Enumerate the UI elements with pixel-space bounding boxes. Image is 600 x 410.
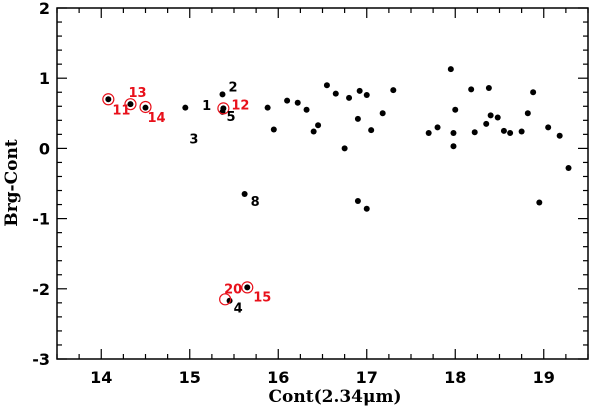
data-point: [244, 284, 251, 291]
data-point: [270, 126, 277, 133]
data-point: [341, 145, 348, 152]
data-point: [264, 104, 271, 111]
data-point: [354, 198, 361, 205]
x-axis-title: Cont(2.34μm): [268, 387, 401, 407]
data-point: [356, 87, 363, 94]
data-point: [483, 120, 490, 127]
data-point: [310, 128, 317, 135]
data-point: [524, 110, 531, 117]
data-point: [500, 127, 507, 134]
data-points: [102, 66, 572, 306]
data-point: [471, 129, 478, 136]
point-label: 14: [148, 111, 166, 126]
data-point: [468, 86, 475, 93]
data-point: [536, 199, 543, 206]
highlight-ring: [217, 102, 230, 115]
x-tick-label: 15: [179, 368, 201, 387]
data-point: [127, 101, 134, 108]
data-point: [556, 132, 563, 139]
x-tick-label: 16: [267, 368, 289, 387]
data-point: [565, 165, 572, 172]
y-tick-label: 0: [39, 139, 50, 158]
data-point: [284, 97, 291, 104]
axis-ticks: [56, 7, 589, 360]
data-point: [182, 104, 189, 111]
highlight-ring: [102, 93, 115, 106]
data-point: [485, 85, 492, 92]
data-point: [354, 115, 361, 122]
highlight-ring: [219, 293, 232, 306]
data-point: [379, 110, 386, 117]
data-point: [487, 112, 494, 119]
data-point: [105, 96, 112, 103]
point-label: 3: [189, 132, 198, 147]
data-point: [332, 90, 339, 97]
data-point: [425, 129, 432, 136]
data-point: [142, 104, 149, 111]
x-tick-label: 14: [90, 368, 112, 387]
y-tick-label: -1: [32, 210, 50, 229]
data-point: [545, 124, 552, 131]
data-point: [518, 128, 525, 135]
data-point: [450, 143, 457, 150]
point-label: 8: [251, 195, 260, 210]
point-label: 4: [234, 302, 243, 317]
point-label: 13: [128, 86, 146, 101]
y-tick-label: -2: [32, 280, 50, 299]
point-label: 11: [112, 103, 130, 118]
y-tick-label: -3: [32, 350, 50, 369]
x-tick-label: 19: [533, 368, 555, 387]
plot-frame: [56, 7, 589, 360]
point-label: 1: [202, 99, 211, 114]
data-point: [452, 106, 459, 113]
data-point: [346, 94, 353, 101]
data-point: [315, 122, 322, 129]
data-point: [530, 89, 537, 96]
data-point: [363, 205, 370, 212]
y-tick-label: 1: [39, 69, 50, 88]
data-point: [294, 99, 301, 106]
point-label: 2: [228, 80, 237, 95]
data-point: [368, 127, 375, 134]
point-label: 20: [224, 282, 242, 297]
data-point: [390, 87, 397, 94]
data-point: [363, 92, 370, 99]
data-point: [450, 129, 457, 136]
data-point: [507, 129, 514, 136]
point-label: 5: [226, 110, 235, 125]
data-point: [494, 114, 501, 121]
data-point: [219, 91, 226, 98]
x-tick-label: 18: [444, 368, 466, 387]
data-point: [447, 66, 454, 73]
data-point: [323, 82, 330, 89]
data-point: [303, 106, 310, 113]
point-label: 12: [231, 98, 249, 113]
y-tick-label: 2: [39, 0, 50, 18]
x-tick-label: 17: [356, 368, 378, 387]
highlight-ring: [139, 100, 152, 114]
highlight-ring: [124, 98, 137, 111]
point-label: 15: [253, 290, 271, 305]
data-point: [241, 191, 248, 198]
data-point: [434, 124, 441, 131]
y-axis-title: Brg-Cont: [2, 139, 22, 226]
highlight-ring: [241, 281, 254, 294]
